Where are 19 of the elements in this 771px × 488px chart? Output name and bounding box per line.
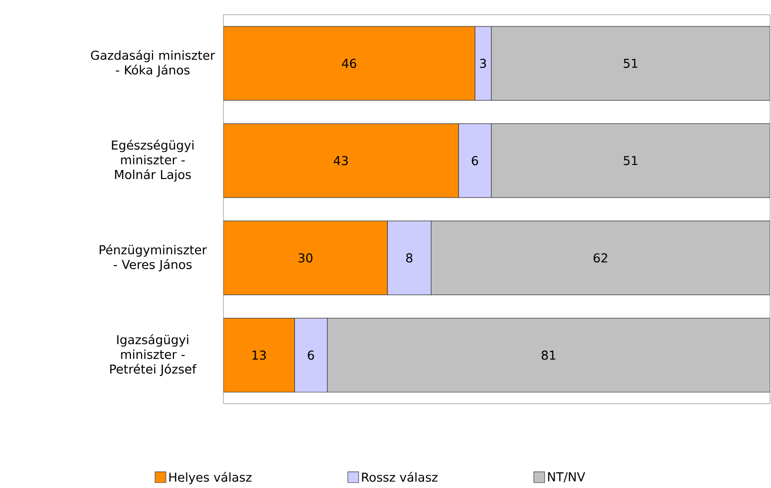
data-label: 13: [252, 350, 266, 360]
legend-label: Rossz válasz: [362, 472, 438, 482]
data-label: 43: [334, 156, 348, 166]
y-tick-label: Gazdasági miniszter - Kóka János: [91, 50, 216, 77]
legend-label: NT/NV: [548, 472, 586, 482]
legend-label: Helyes válasz: [169, 472, 252, 484]
data-label: 62: [594, 253, 608, 262]
data-label: 8: [406, 253, 412, 262]
data-label: 51: [624, 156, 638, 165]
y-tick-label: Igazságügyi miniszter - Petrétei József: [110, 334, 197, 376]
data-label: 6: [308, 350, 314, 360]
data-label: 81: [542, 350, 556, 360]
data-label: 51: [624, 58, 638, 68]
y-tick-label: Egészségügyi miniszter - Molnár Lajos: [112, 140, 194, 182]
data-label: 46: [342, 58, 356, 68]
data-label: 6: [472, 156, 478, 166]
data-label: 30: [298, 253, 312, 262]
y-tick-label: Pénzügyminiszter - Veres János: [100, 244, 207, 272]
data-label: 3: [480, 58, 486, 68]
